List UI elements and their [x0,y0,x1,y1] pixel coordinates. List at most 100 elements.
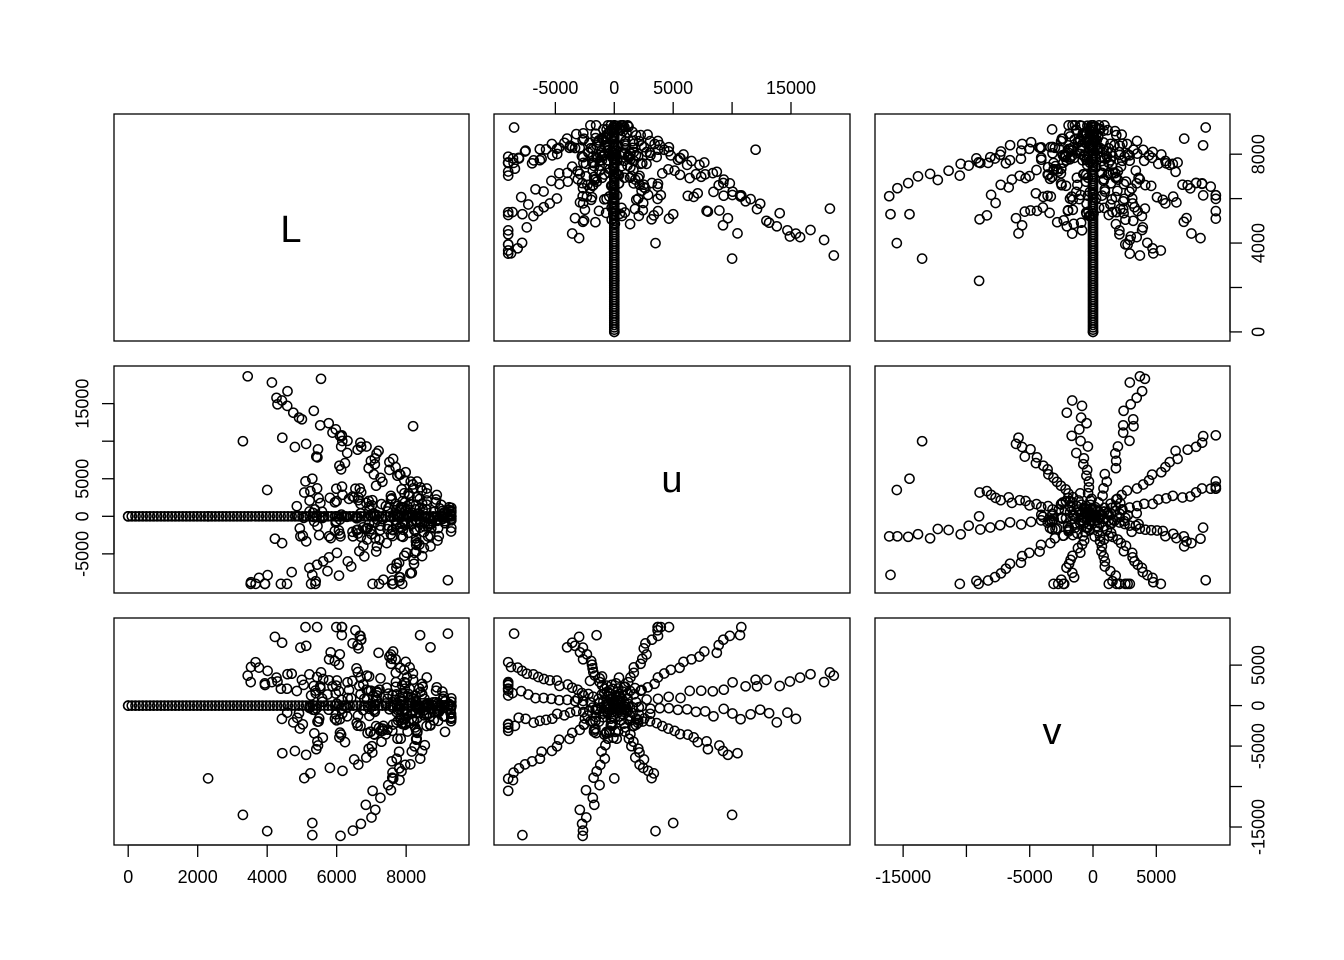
scatter-point [805,224,816,236]
scatter-point [1025,516,1037,528]
scatter-point [546,713,558,725]
scatter-point [322,565,333,577]
scatter-point [438,690,450,702]
scatter-point [592,703,604,715]
scatter-point [1152,158,1164,170]
scatter-point [627,135,638,147]
scatter-point [366,812,377,823]
scatter-point [311,510,322,521]
scatter-point [1055,135,1067,147]
scatter-point [325,532,337,544]
scatter-point [1035,539,1047,551]
scatter-point [385,490,397,502]
scatter-point [253,510,265,522]
scatter-point [177,700,189,711]
scatter-point [323,653,335,665]
scatter-point [1167,490,1179,502]
scatter-point [642,129,653,140]
scatter-point [1160,493,1172,504]
scatter-point [684,685,696,697]
scatter-point [375,472,386,484]
scatter-point [1196,178,1208,189]
scatter-point [1069,119,1081,131]
scatter-point [569,142,581,154]
scatter-point [577,699,588,710]
scatter-point [314,419,326,431]
scatter-point [1210,429,1222,441]
scatter-point [553,694,565,706]
scatter-point [261,825,273,837]
scatter-point [300,438,312,450]
scatter-point [645,149,656,161]
scatter-point [278,700,290,711]
scatter-point [384,464,395,476]
tick-label: 8000 [386,867,426,887]
scatter-point [974,213,985,225]
scatter-point [341,447,353,459]
scatter-point [637,204,649,216]
scatter-point [587,157,598,169]
scatter-point [611,190,623,201]
scatter-point [608,193,620,204]
scatter-point [902,531,914,543]
scatter-point [1137,144,1149,156]
scatter-point [1098,483,1109,494]
scatter-point [576,150,588,162]
scatter-point [1103,167,1115,179]
scatter-point [1131,500,1143,512]
scatter-point [306,829,318,841]
scatter-point [1143,474,1155,486]
scatter-point [177,510,189,522]
scatter-point [411,491,423,503]
scatter-point [269,533,281,545]
scatter-point [602,144,613,156]
scatter-point [1062,204,1074,216]
scatter-point [681,703,693,715]
scatter-point [605,717,617,729]
scatter-point [520,145,531,156]
scatter-point [763,707,775,719]
scatter-point [584,137,595,149]
scatter-point [253,700,265,711]
scatter-point [298,679,310,691]
scatter-point [1090,193,1102,204]
scatter-point [654,702,666,714]
scatter-point [414,629,426,641]
scatter-point [1105,199,1116,210]
tick-label: -5000 [532,78,578,98]
scatter-point [397,495,409,507]
scatter-point [445,715,457,727]
scatter-point [191,510,203,522]
scatter-point [358,551,370,562]
scatter-point [1160,530,1171,542]
scatter-point [1129,555,1140,567]
scatter-point [1020,495,1031,507]
scatter-point [604,725,616,737]
scatter-point [386,755,398,767]
scatter-point [610,148,622,160]
scatter-point [1037,460,1049,472]
scatter-point [955,158,967,170]
scatter-point [155,510,167,522]
scatter-point [1170,166,1181,178]
scatter-point [1120,176,1132,187]
scatter-point [528,155,540,166]
scatter-point [1119,239,1131,250]
scatter-point [442,574,454,586]
scatter-point [387,530,398,542]
scatter-point [1023,143,1035,155]
scatter-point [1155,245,1167,256]
scatter-point [1147,572,1158,584]
scatter-point [605,180,617,192]
scatter-point [329,713,341,724]
scatter-point [235,510,247,522]
scatter-point [323,417,335,429]
axis-right-v: -15000 -5000 0 5000 [1229,645,1269,855]
scatter-point [392,733,403,745]
scatter-point [628,667,640,679]
scatter-point [217,700,228,711]
scatter-point [502,245,514,256]
scatter-point [790,228,802,239]
scatter-point [610,167,622,179]
scatter-point [667,817,679,829]
